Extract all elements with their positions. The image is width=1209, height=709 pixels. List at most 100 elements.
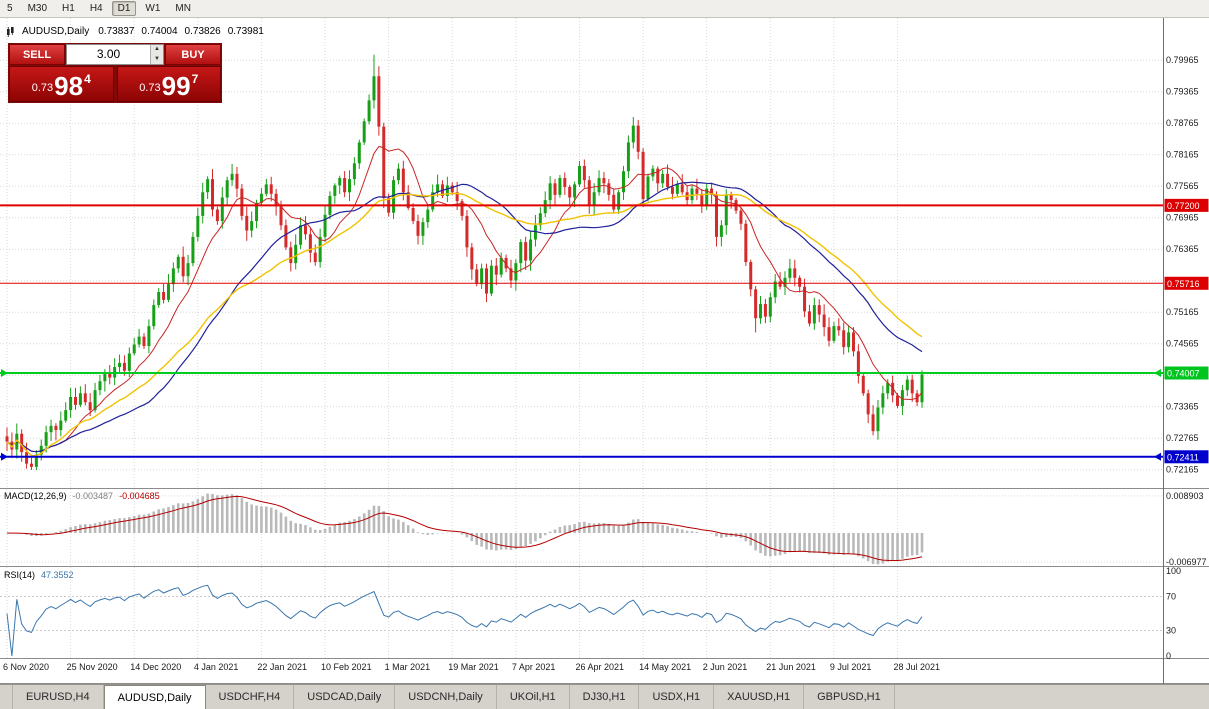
rsi-line [6,584,923,657]
macd-signal-line [6,495,923,561]
price-badge-label: 0.75716 [1167,279,1200,289]
macd-pane[interactable] [6,493,924,565]
ma-overlay-30 [6,181,923,453]
volume-spinner: ▲ ▼ [150,45,163,64]
date-axis-label: 6 Nov 2020 [3,662,49,672]
chart-tab-AUDUSD-Daily[interactable]: AUDUSD,Daily [103,685,206,709]
date-axis-label: 14 Dec 2020 [130,662,181,672]
date-axis-label: 26 Apr 2021 [575,662,624,672]
date-axis-label: 25 Nov 2020 [67,662,118,672]
volume-decrease-button[interactable]: ▼ [151,54,163,64]
chart-tab-USDX-H1[interactable]: USDX,H1 [639,685,715,709]
macd-indicator-label: MACD(12,26,9) -0.003487 -0.004685 [4,491,160,501]
macd-main-value: -0.003487 [72,491,114,501]
price-badge-label: 0.74007 [1167,369,1200,379]
chart-tab-UKOil-H1[interactable]: UKOil,H1 [497,685,570,709]
price-axis-label: 0.76365 [1166,244,1199,254]
hline-arrow-right [1154,369,1161,377]
bid-price-prefix: 0.73 [31,82,54,94]
chart-header: AUDUSD,Daily 0.73837 0.74004 0.73826 0.7… [6,26,264,37]
chart-tab-USDCHF-H4[interactable]: USDCHF,H4 [206,685,295,709]
price-axis-label: 0.72765 [1166,433,1199,443]
timeframe-button-D1[interactable]: D1 [111,1,137,16]
ohlc-high: 0.74004 [141,26,178,37]
timeframe-button-5[interactable]: 5 [7,3,13,14]
chart-canvas[interactable]: 0.79965 0.79365 0.78765 0.78165 0.77565 0.769… [0,18,1209,684]
ohlc-open: 0.73837 [98,26,135,37]
rsi-axis-label: 70 [1166,592,1176,602]
chart-window: 0.79965 0.79365 0.78765 0.78165 0.77565 0.769… [0,18,1209,684]
horizontal-line-objects[interactable] [0,204,1163,461]
date-axis[interactable]: 6 Nov 2020 25 Nov 2020 14 Dec 2020 4 Jan 20… [3,662,940,672]
hline-arrow-right [1154,452,1161,461]
timeframe-button-W1[interactable]: W1 [145,3,161,14]
price-axis-label: 0.77565 [1166,181,1199,191]
chart-tab-USDCAD-Daily[interactable]: USDCAD,Daily [294,685,396,709]
date-axis-label: 10 Feb 2021 [321,662,372,672]
candlestick-chart-icon [7,26,14,37]
chart-tabbar: EURUSD,H4 AUDUSD,Daily USDCHF,H4 USDCAD,Dai… [0,684,1209,709]
price-axis[interactable]: 0.79965 0.79365 0.78765 0.78165 0.77565 0.769… [1166,55,1199,474]
bid-price-big-digits: 98 [54,71,84,101]
grid [0,18,1163,658]
hline-arrow-left [1,369,8,377]
rsi-pane[interactable] [6,584,923,657]
bid-price-display[interactable]: 0.73 98 4 [9,66,114,102]
date-axis-label: 14 May 2021 [639,662,691,672]
volume-increase-button[interactable]: ▲ [151,45,163,55]
volume-input[interactable]: 3.00 [96,47,121,61]
price-axis-label: 0.79965 [1166,55,1199,65]
buy-button[interactable]: BUY [165,44,221,65]
price-axis-label: 0.75165 [1166,307,1199,317]
volume-control: 3.00 ▲ ▼ [66,44,164,65]
chart-tab-DJ30-H1[interactable]: DJ30,H1 [570,685,640,709]
hline-arrow-left [1,452,8,461]
chart-tab-EURUSD-H4[interactable]: EURUSD,H4 [12,685,104,709]
ask-price-display[interactable]: 0.73 99 7 [116,66,221,102]
chart-tab-USDCNH-Daily[interactable]: USDCNH,Daily [395,685,497,709]
ask-price-pipette: 7 [191,72,199,86]
sell-button[interactable]: SELL [9,44,65,65]
ma-overlay-55 [6,192,923,457]
bid-price-pipette: 4 [84,72,91,86]
date-axis-label: 4 Jan 2021 [194,662,239,672]
macd-axis-label: -0.006977 [1166,557,1207,567]
price-badge-0.75716 [1164,276,1209,290]
date-axis-label: 2 Jun 2021 [703,662,748,672]
date-axis-label: 9 Jul 2021 [830,662,872,672]
date-axis-label: 19 Mar 2021 [448,662,499,672]
chart-tab-XAUUSD-H1[interactable]: XAUUSD,H1 [714,685,805,709]
macd-axis-label: 0.008903 [1166,491,1204,501]
one-click-trading-panel: SELL 3.00 ▲ ▼ BUY 0.73 98 4 0.73 99 7 [8,43,222,103]
rsi-axis-label: 100 [1166,566,1181,576]
price-badge-0.74007 [1164,366,1209,380]
price-axis-label: 0.72165 [1166,465,1199,475]
timeframe-button-MN[interactable]: MN [175,3,191,14]
rsi-indicator-label: RSI(14) 47.3552 [4,570,74,580]
ohlc-close: 0.73981 [227,26,264,37]
rsi-name: RSI(14) [4,570,36,580]
rsi-value: 47.3552 [41,570,74,580]
timeframe-toolbar: 5 M30 H1 H4 D1 W1 MN [0,0,1209,18]
timeframe-button-M30[interactable]: M30 [27,3,48,14]
price-badge-0.77200 [1164,198,1209,212]
chart-symbol-label: AUDUSD,Daily [22,26,90,37]
price-badge-label: 0.77200 [1167,201,1200,211]
timeframe-button-H1[interactable]: H1 [62,3,75,14]
date-axis-label: 22 Jan 2021 [257,662,307,672]
rsi-axis-label: 30 [1166,626,1176,636]
rsi-axis-label: 0 [1166,651,1171,661]
price-axis-label: 0.78765 [1166,118,1199,128]
macd-name: MACD(12,26,9) [4,491,67,501]
ma-overlay-10 [6,145,923,453]
date-axis-label: 1 Mar 2021 [385,662,431,672]
price-axis-label: 0.76965 [1166,213,1199,223]
price-badge-label: 0.72411 [1167,452,1199,462]
timeframe-button-H4[interactable]: H4 [89,3,103,14]
date-axis-label: 28 Jul 2021 [894,662,941,672]
chart-tab-GBPUSD-H1[interactable]: GBPUSD,H1 [804,685,895,709]
price-axis-label: 0.73365 [1166,402,1199,412]
price-axis-label: 0.79365 [1166,87,1199,97]
